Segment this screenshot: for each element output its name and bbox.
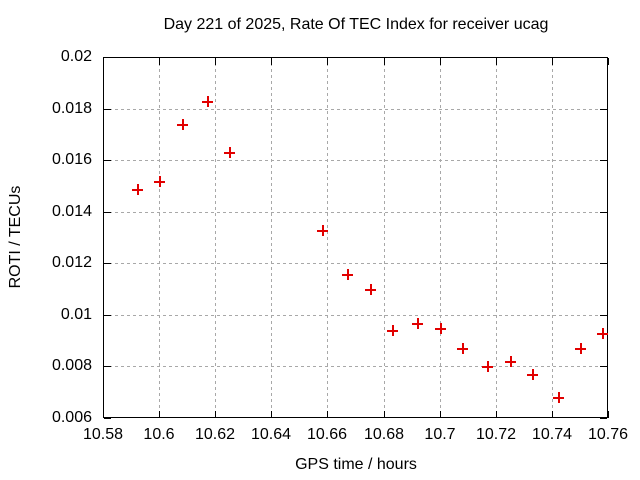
y-axis-label: ROTI / TECUs: [7, 185, 24, 289]
x-tick-mark-bottom: [440, 411, 441, 418]
x-tick-label: 10.7: [424, 426, 456, 443]
x-gridline: [215, 57, 216, 418]
y-tick-mark-left: [104, 418, 111, 419]
x-gridline: [440, 57, 441, 418]
x-tick-mark-top: [159, 58, 160, 65]
x-gridline: [159, 57, 160, 418]
x-tick-mark-top: [215, 58, 216, 65]
x-tick-mark-bottom: [327, 411, 328, 418]
y-tick-mark-left: [104, 160, 111, 161]
data-point-marker: [457, 343, 468, 354]
y-tick-label: 0.01: [60, 306, 92, 323]
x-tick-mark-bottom: [608, 411, 609, 418]
y-tick-label: 0.018: [51, 100, 92, 117]
x-tick-mark-bottom: [384, 411, 385, 418]
x-tick-mark-top: [271, 58, 272, 65]
data-point-marker: [505, 356, 516, 367]
x-gridline: [327, 57, 328, 418]
data-point-marker: [435, 323, 446, 334]
y-tick-mark-left: [104, 263, 111, 264]
x-gridline: [384, 57, 385, 418]
x-tick-mark-bottom: [552, 411, 553, 418]
y-tick-mark-left: [104, 57, 111, 58]
x-tick-mark-top: [103, 58, 104, 65]
y-gridline: [103, 109, 608, 110]
y-gridline: [103, 212, 608, 213]
y-tick-mark-left: [104, 366, 111, 367]
data-point-marker: [177, 119, 188, 130]
x-tick-mark-bottom: [215, 411, 216, 418]
x-gridline: [552, 57, 553, 418]
x-tick-mark-top: [608, 58, 609, 65]
y-tick-label: 0.014: [51, 203, 92, 220]
x-tick-label: 10.66: [306, 426, 348, 443]
data-point-marker: [224, 147, 235, 158]
x-tick-mark-top: [440, 58, 441, 65]
x-tick-mark-top: [384, 58, 385, 65]
x-tick-label: 10.76: [587, 426, 629, 443]
y-gridline: [103, 315, 608, 316]
x-tick-label: 10.68: [363, 426, 405, 443]
data-point-marker: [387, 325, 398, 336]
x-gridline: [496, 57, 497, 418]
data-point-marker: [597, 328, 608, 339]
x-tick-label: 10.64: [250, 426, 292, 443]
y-tick-mark-left: [104, 212, 111, 213]
y-gridline: [103, 160, 608, 161]
plot-frame: [103, 57, 608, 418]
data-point-marker: [527, 369, 538, 380]
data-point-marker: [575, 343, 586, 354]
x-tick-mark-top: [327, 58, 328, 65]
x-tick-mark-top: [496, 58, 497, 65]
x-tick-label: 10.58: [82, 426, 124, 443]
x-axis-label: GPS time / hours: [295, 456, 417, 473]
data-point-marker: [317, 225, 328, 236]
x-tick-mark-bottom: [103, 411, 104, 418]
x-tick-label: 10.72: [475, 426, 517, 443]
y-tick-mark-right: [600, 109, 607, 110]
x-tick-mark-bottom: [159, 411, 160, 418]
y-tick-mark-right: [600, 212, 607, 213]
x-tick-mark-bottom: [496, 411, 497, 418]
y-tick-label: 0.012: [51, 254, 92, 271]
data-point-marker: [412, 318, 423, 329]
data-point-marker: [482, 361, 493, 372]
data-point-marker: [342, 269, 353, 280]
data-point-marker: [154, 176, 165, 187]
y-tick-label: 0.008: [51, 357, 92, 374]
y-gridline: [103, 263, 608, 264]
y-tick-mark-left: [104, 109, 111, 110]
y-tick-mark-right: [600, 315, 607, 316]
y-tick-mark-right: [600, 418, 607, 419]
x-tick-mark-top: [552, 58, 553, 65]
x-tick-label: 10.62: [194, 426, 236, 443]
data-point-marker: [365, 284, 376, 295]
x-tick-label: 10.74: [531, 426, 573, 443]
y-tick-mark-right: [600, 263, 607, 264]
y-tick-label: 0.016: [51, 151, 92, 168]
x-gridline: [271, 57, 272, 418]
x-tick-label: 10.6: [143, 426, 175, 443]
y-tick-label: 0.006: [51, 409, 92, 426]
y-gridline: [103, 366, 608, 367]
y-tick-mark-left: [104, 315, 111, 316]
y-tick-mark-right: [600, 160, 607, 161]
y-tick-mark-right: [600, 57, 607, 58]
data-point-marker: [202, 96, 213, 107]
chart-title: Day 221 of 2025, Rate Of TEC Index for r…: [163, 16, 549, 33]
data-point-marker: [553, 392, 564, 403]
y-tick-label: 0.02: [60, 48, 92, 65]
data-point-marker: [132, 184, 143, 195]
x-tick-mark-bottom: [271, 411, 272, 418]
y-tick-mark-right: [600, 366, 607, 367]
